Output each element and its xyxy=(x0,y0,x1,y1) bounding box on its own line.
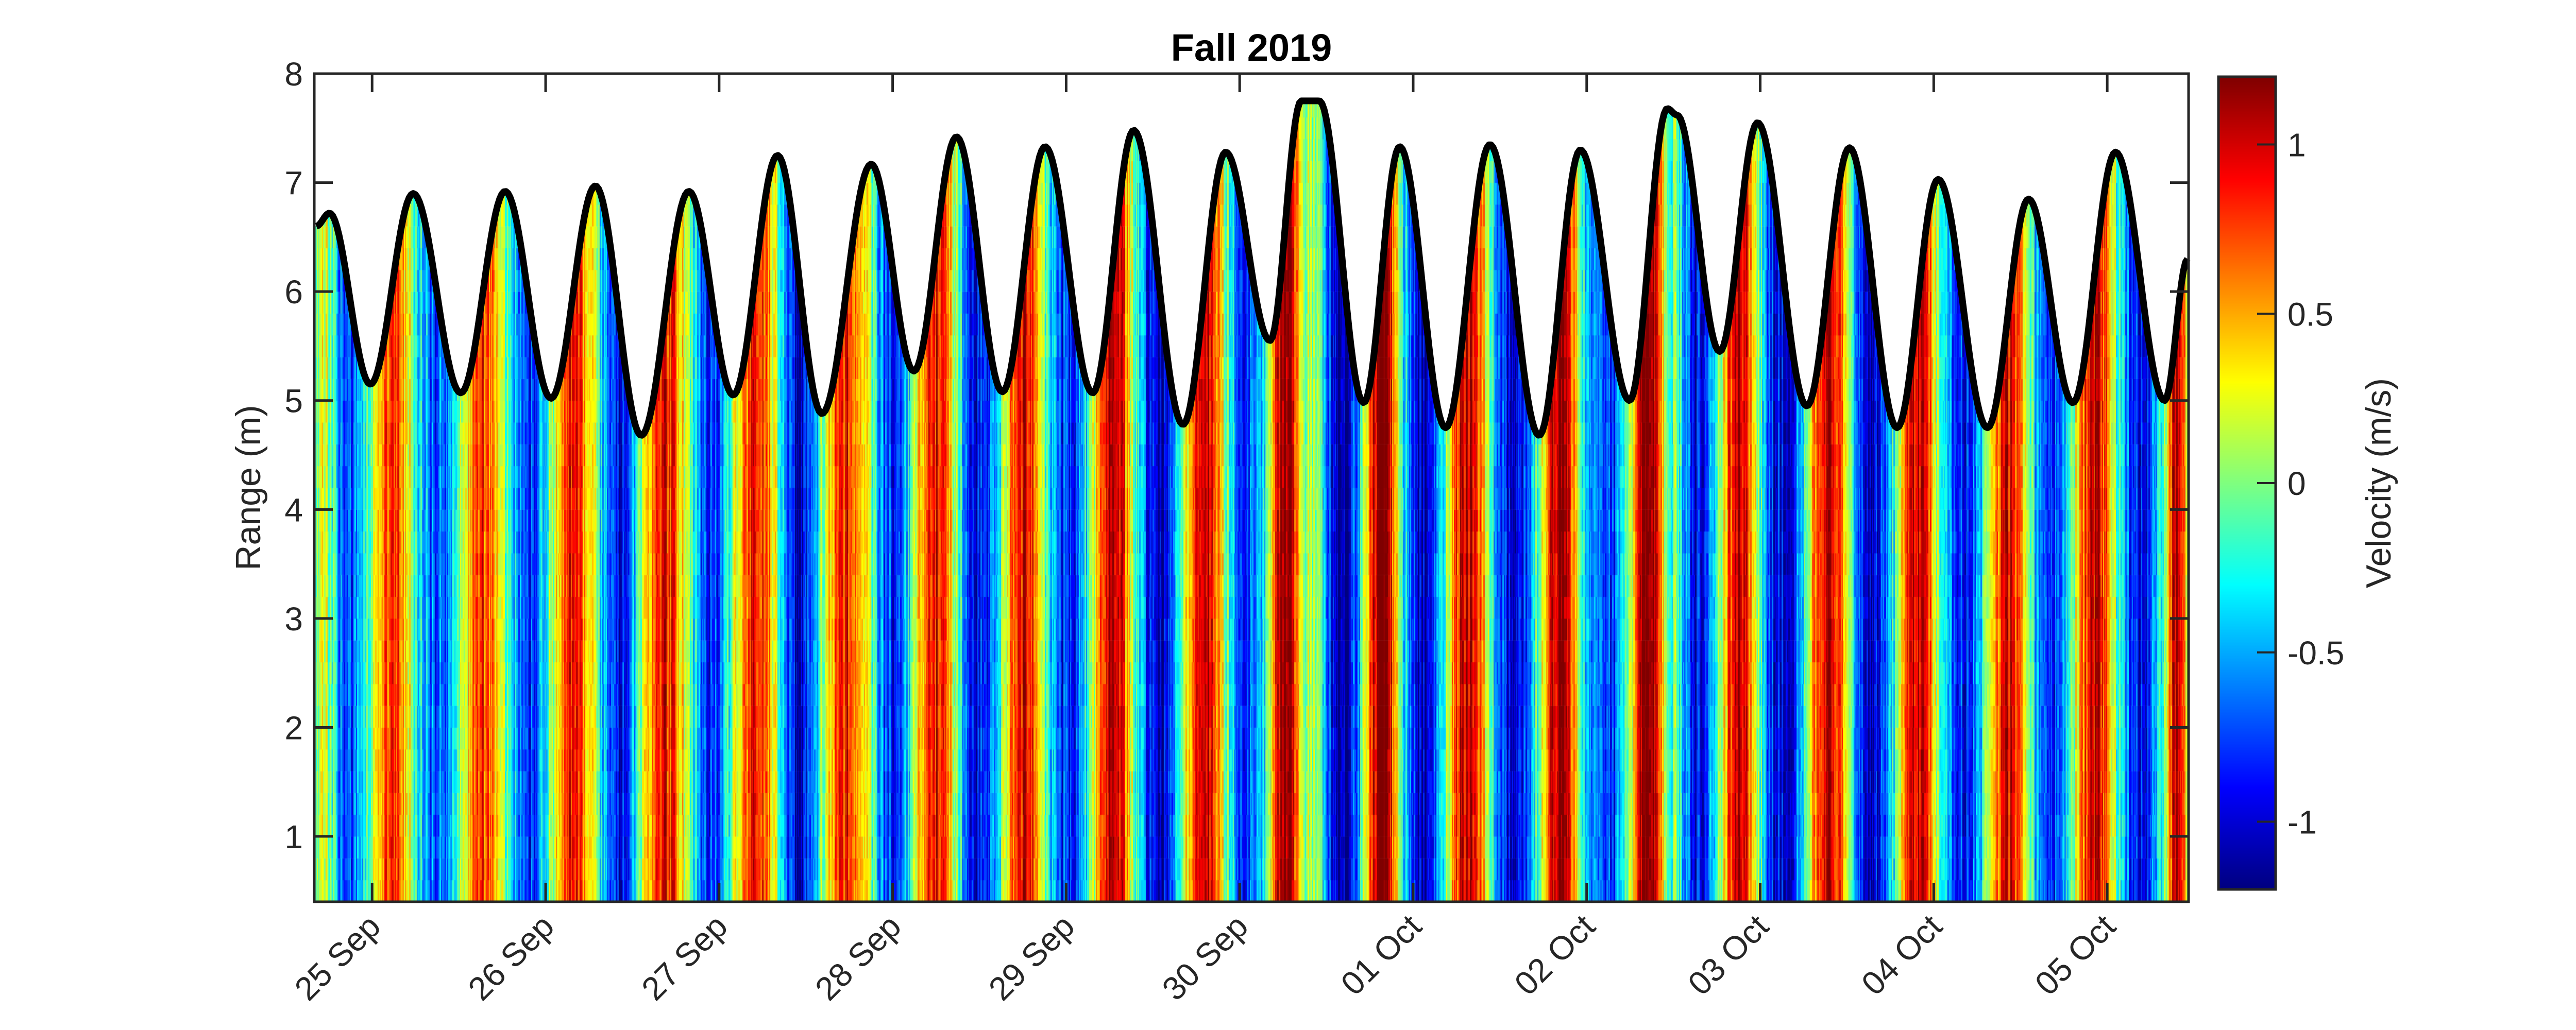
surface-line xyxy=(315,97,2191,439)
axes-box xyxy=(313,72,2190,903)
colorbar-tick-label: 0.5 xyxy=(2287,296,2333,333)
x-tick-label: 30 Sep xyxy=(1155,907,1255,1007)
colorbar-box xyxy=(2217,75,2277,891)
x-tick-label: 04 Oct xyxy=(1854,907,1949,1002)
colorbar-tick-label: -1 xyxy=(2287,804,2317,841)
y-tick-label: 3 xyxy=(284,600,303,638)
colorbar-tick-label: 0 xyxy=(2287,465,2306,502)
y-tick-label: 2 xyxy=(284,709,303,746)
y-tick-label: 6 xyxy=(284,273,303,311)
y-tick-label: 8 xyxy=(284,56,303,93)
x-tick-label: 26 Sep xyxy=(461,907,561,1007)
colorbar-tick-label: 1 xyxy=(2287,127,2306,164)
x-tick-label: 25 Sep xyxy=(287,907,387,1007)
y-axis-label: Range (m) xyxy=(229,405,268,570)
y-tick-label: 7 xyxy=(284,165,303,202)
colorbar-tick-label: -0.5 xyxy=(2287,634,2344,672)
x-tick-label: 27 Sep xyxy=(634,907,734,1007)
y-tick-label: 5 xyxy=(284,383,303,420)
x-tick-label: 28 Sep xyxy=(808,907,908,1007)
y-tick-label: 1 xyxy=(284,818,303,855)
y-tick-label: 4 xyxy=(284,491,303,528)
velocity-heatmap xyxy=(314,74,2189,902)
axis-ticks: 1 2 3 4 5 6 7 8 25 Sep 26 Sep 27 Sep 28 Sep 29 Sep 30… xyxy=(284,56,2344,1007)
x-tick-label: 05 Oct xyxy=(2028,907,2123,1002)
x-tick-label: 01 Oct xyxy=(1334,907,1429,1002)
x-tick-label: 02 Oct xyxy=(1507,907,1602,1002)
chart-title: Fall 2019 xyxy=(1171,26,1332,69)
x-tick-label: 29 Sep xyxy=(981,907,1081,1007)
colorbar-label: Velocity (m/s) xyxy=(2359,378,2398,588)
x-tick-label: 03 Oct xyxy=(1681,907,1775,1002)
